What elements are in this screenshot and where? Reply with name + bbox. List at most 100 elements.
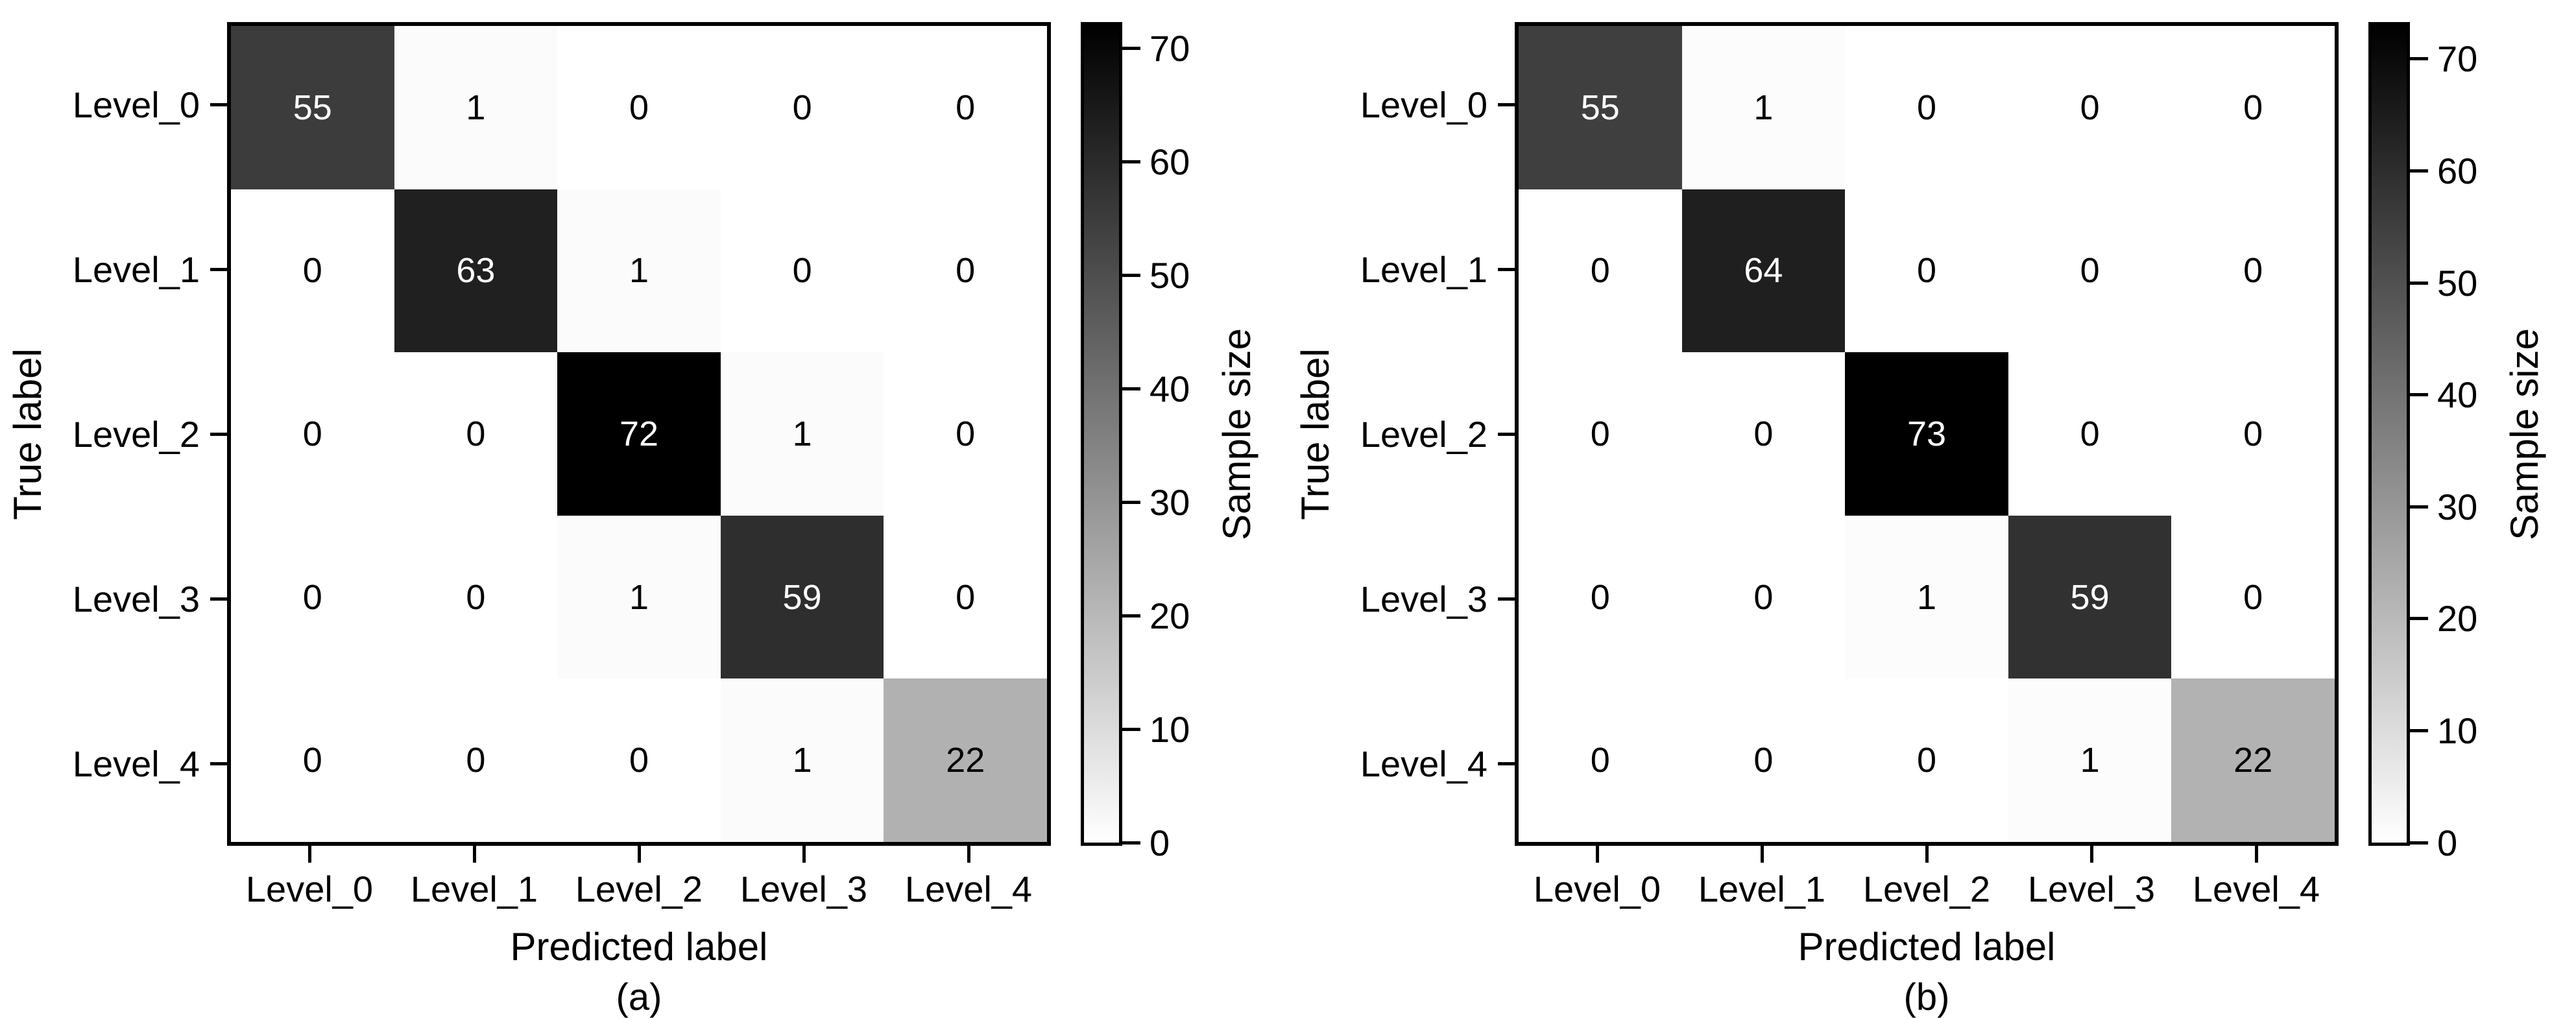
heatmap-cell: 0 — [1845, 189, 2008, 353]
x-axis-label: Predicted label — [1798, 925, 2056, 968]
colorbar-tick: 20 — [2410, 598, 2477, 639]
colorbar: 0 10 20 30 40 50 60 70 — [2368, 22, 2477, 863]
y-tick-label: Level_3 — [1360, 578, 1487, 619]
colorbar-tick-mark — [1122, 273, 1140, 277]
x-axis-tick-mark — [967, 846, 970, 863]
colorbar-tick-label: 20 — [2437, 598, 2478, 640]
x-axis-tick-mark — [802, 846, 806, 863]
y-axis-label-box: True label — [1288, 22, 1342, 846]
colorbar-tick: 50 — [2410, 263, 2477, 304]
below-axis-area: Level_0 Level_1 Level_2 Level_3 Level_4 Pred… — [1515, 846, 2339, 1019]
heatmap-cell: 1 — [394, 26, 558, 189]
colorbar-tick-label: 0 — [2437, 822, 2458, 863]
x-tick-label: Level_4 — [904, 869, 1033, 909]
x-axis-tick-mark — [307, 846, 311, 863]
y-axis-label: True label — [1293, 348, 1337, 520]
heatmap-cell: 0 — [1519, 189, 1682, 353]
x-tick-labels: Level_0 Level_1 Level_2 Level_3 Level_4 — [227, 868, 1051, 910]
heatmap-cell: 1 — [1845, 515, 2008, 679]
confusion-matrix-panel: True label Level_0 Level_1 Level_2 Level_3 L… — [6, 22, 1258, 1018]
colorbar-tick: 60 — [1122, 141, 1190, 182]
colorbar-tick-mark — [2410, 169, 2428, 173]
colorbar-tick: 0 — [1122, 822, 1170, 863]
y-axis-tick-mark — [210, 597, 227, 601]
colorbar-tick-label: 10 — [2437, 710, 2478, 751]
heatmap-cell: 0 — [720, 189, 884, 353]
colorbar-tick-mark — [1122, 46, 1140, 50]
heatmap-cell: 0 — [1519, 352, 1682, 516]
colorbar-tick: 10 — [1122, 709, 1190, 750]
heatmap-cell: 0 — [557, 678, 721, 842]
x-axis-tick-mark — [637, 846, 641, 863]
heatmap-cell: 1 — [2008, 678, 2172, 842]
colorbar-label: Sample size — [2502, 328, 2546, 540]
colorbar-tick: 70 — [1122, 28, 1190, 69]
x-tick-labels: Level_0 Level_1 Level_2 Level_3 Level_4 — [1515, 868, 2339, 910]
colorbar-label-box: Sample size — [2485, 22, 2563, 846]
colorbar-tick-label: 60 — [1150, 141, 1190, 182]
heatmap-cell: 0 — [557, 26, 721, 189]
colorbar-tick-mark — [2410, 281, 2428, 285]
colorbar-tick-mark — [1122, 727, 1140, 731]
colorbar-tick: 50 — [1122, 255, 1190, 296]
heatmap-grid: 55 1 0 0 0 0 63 1 0 0 0 0 72 1 0 0 0 1 59 0 0 0 0 1 22 — [227, 22, 1051, 846]
colorbar-tick: 0 — [2410, 822, 2458, 863]
heatmap-cell: 0 — [2171, 352, 2335, 516]
y-tick-label: Level_4 — [1360, 743, 1487, 784]
y-tick-label: Level_0 — [72, 84, 200, 125]
colorbar-tick-label: 20 — [1150, 595, 1190, 636]
heatmap-cell: 0 — [231, 515, 394, 679]
heatmap-cell: 73 — [1845, 352, 2008, 516]
y-tick-labels: Level_0 Level_1 Level_2 Level_3 Level_4 — [54, 22, 227, 846]
heatmap-cell: 0 — [1681, 515, 1846, 679]
x-tick-label: Level_0 — [1533, 869, 1661, 909]
heatmap-cell: 0 — [1519, 515, 1682, 679]
x-tick-label: Level_3 — [2027, 869, 2156, 909]
y-tick-labels: Level_0 Level_1 Level_2 Level_3 Level_4 — [1342, 22, 1515, 846]
heatmap-cell: 0 — [884, 26, 1047, 189]
colorbar-tick-label: 30 — [1150, 481, 1190, 523]
colorbar-tick: 60 — [2410, 150, 2478, 191]
heatmap-cell: 55 — [231, 26, 394, 189]
heatmap-cell: 0 — [2008, 352, 2172, 516]
colorbar-tick-mark — [2410, 505, 2428, 509]
heatmap: 55 1 0 0 0 0 63 1 0 0 0 0 72 1 0 0 0 1 59 0 0 0 0 1 22 — [210, 22, 1051, 863]
colorbar-tick: 40 — [2410, 374, 2478, 416]
heatmap-cell: 59 — [2008, 515, 2172, 679]
colorbar-tick-mark — [1122, 160, 1140, 163]
heatmap-cell: 1 — [720, 678, 884, 842]
y-tick-label: Level_1 — [72, 248, 200, 290]
colorbar-tick: 40 — [1122, 368, 1190, 409]
colorbar-tick-mark — [1122, 841, 1140, 845]
heatmap-cell: 1 — [720, 352, 884, 516]
x-axis-tick-mark — [472, 846, 476, 863]
y-tick-label: Level_2 — [1360, 413, 1487, 455]
heatmap-cell: 1 — [557, 189, 721, 353]
colorbar-tick-mark — [2410, 617, 2428, 621]
colorbar-tick-label: 40 — [2437, 374, 2478, 416]
x-axis-label: Predicted label — [510, 925, 768, 968]
colorbar-tick-label: 40 — [1150, 368, 1190, 409]
x-tick-label: Level_2 — [1862, 869, 1991, 909]
y-axis-tick-mark — [210, 432, 227, 436]
heatmap-cell: 0 — [884, 352, 1047, 516]
x-axis-tick-mark — [2254, 846, 2258, 863]
heatmap-cell: 72 — [557, 352, 721, 516]
heatmap-cell: 0 — [720, 26, 884, 189]
heatmap-cell: 0 — [231, 352, 394, 516]
x-axis-tick-mark — [1925, 846, 1929, 863]
y-tick-label: Level_0 — [1360, 84, 1487, 125]
heatmap-cell: 0 — [231, 678, 394, 842]
colorbar-tick: 30 — [1122, 481, 1190, 523]
panel-caption: (b) — [1903, 976, 1950, 1018]
heatmap-grid: 55 1 0 0 0 0 64 0 0 0 0 0 73 0 0 0 0 1 59 0 0 0 0 1 22 — [1515, 22, 2339, 846]
colorbar-tick-label: 60 — [2437, 150, 2478, 191]
colorbar-tick-mark — [2410, 57, 2428, 61]
colorbar-tick: 30 — [2410, 486, 2477, 527]
colorbar-tick-mark — [1122, 387, 1140, 390]
colorbar-tick-label: 0 — [1150, 822, 1170, 863]
heatmap-cell: 0 — [394, 515, 558, 679]
heatmap-cell: 0 — [1519, 678, 1682, 842]
